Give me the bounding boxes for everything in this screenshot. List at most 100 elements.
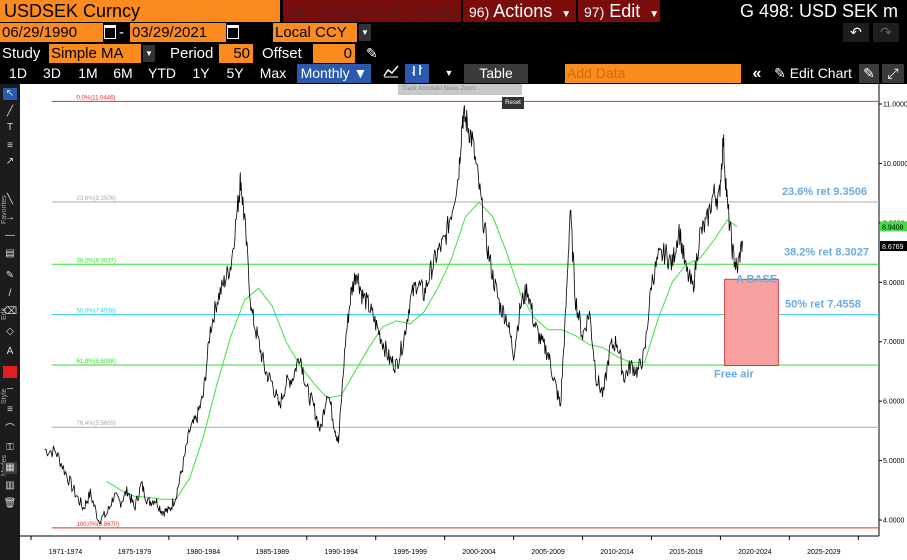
x-tick-label: 2000-2004: [462, 549, 496, 556]
price-chart[interactable]: 0.0%(11.0446) 23.6%(9.3506) 38.2%(8.3027) 5…: [20, 84, 907, 560]
add-data-input[interactable]: Add Data: [565, 64, 741, 83]
pencil-icon[interactable]: ✎: [366, 45, 378, 61]
title-bar: USDSEK Curncy 94) Suggested Charts 96) A…: [0, 0, 907, 22]
chart-mini-toolbar[interactable]: Track Annotate News Zoom: [398, 84, 522, 95]
chart-annotation: 38.2% ret 8.3027: [784, 246, 869, 258]
color-swatch-icon[interactable]: [3, 366, 17, 378]
font-icon[interactable]: A: [6, 346, 14, 357]
calendar-icon[interactable]: [227, 25, 239, 39]
range-1d-button[interactable]: 1D: [9, 65, 27, 81]
end-date-input[interactable]: 03/29/2021: [130, 23, 226, 42]
pencil-icon: ✎: [774, 65, 786, 81]
currency-select[interactable]: Local CCY: [273, 23, 357, 42]
x-tick-label: 1990-1994: [325, 549, 359, 556]
range-max-button[interactable]: Max: [259, 65, 287, 81]
chart-canvas[interactable]: 0.0%(11.0446) 23.6%(9.3506) 38.2%(8.3027) 5…: [20, 84, 907, 560]
suggested-charts-menu[interactable]: 94) Suggested Charts: [283, 0, 461, 22]
line-tool-icon[interactable]: ╲: [6, 194, 14, 205]
actions-menu[interactable]: 96) Actions ▼: [463, 0, 576, 22]
frequency-select[interactable]: Monthly ▼: [297, 64, 371, 83]
trend-line-icon[interactable]: ╱: [6, 106, 14, 117]
magnet-icon[interactable]: ⌒: [5, 424, 15, 435]
line-chart-icon[interactable]: [379, 64, 403, 83]
text-tool-icon[interactable]: T: [6, 122, 14, 133]
x-tick-label: 2025-2029: [807, 549, 841, 556]
ma-line: [106, 201, 738, 500]
security-ticker[interactable]: USDSEK Curncy: [0, 0, 280, 22]
chevron-down-icon[interactable]: ▼: [143, 45, 155, 62]
table-button[interactable]: Table: [464, 64, 528, 83]
eraser-icon[interactable]: ⌫: [3, 306, 18, 317]
delete-icon[interactable]: 🗑: [3, 498, 17, 509]
x-axis: 1971-1974 1975-1979 1980-1984 1985-1989 1990…: [49, 549, 841, 556]
forward-arrow-icon[interactable]: ↷: [873, 23, 899, 42]
y-axis: 4.00005.00006.00007.00008.00009.000010.0…: [879, 102, 907, 525]
y-tick-label: 5.0000: [883, 458, 905, 465]
fib-level-label: 76.4%(5.5609): [77, 421, 116, 427]
shape-icon[interactable]: ◇: [6, 326, 14, 337]
expand-icon[interactable]: ⤢: [882, 64, 904, 83]
y-tick-label: 6.0000: [883, 399, 905, 406]
triangle-down-icon: ▼: [353, 65, 368, 81]
range-6m-button[interactable]: 6M: [113, 65, 133, 81]
chevron-down-icon[interactable]: ▼: [359, 24, 371, 41]
period-input[interactable]: 50: [219, 44, 253, 63]
start-date-input[interactable]: 06/29/1990: [0, 23, 103, 42]
mode-grid-icon[interactable]: ▦: [3, 462, 17, 474]
study-label: Study: [2, 45, 41, 62]
y-tick-label: 4.0000: [883, 518, 905, 525]
line-style-icon[interactable]: ┄: [6, 384, 14, 395]
edit-menu[interactable]: 97) Edit ▼: [578, 0, 660, 22]
pen-tool-icon[interactable]: ✎: [5, 270, 15, 281]
fibonacci-icon[interactable]: ≡: [7, 140, 13, 151]
security-description: G 498: USD SEK m: [740, 1, 899, 21]
x-tick-label: 1975-1979: [118, 549, 152, 556]
x-tick-label: 2015-2019: [669, 549, 703, 556]
x-tick-label: 2020-2024: [738, 549, 772, 556]
y-tick-label: 10.0000: [883, 161, 907, 168]
line-width-icon[interactable]: ≡: [7, 404, 13, 415]
back-arrow-icon[interactable]: ↶: [843, 23, 869, 42]
ray-tool-icon[interactable]: →: [5, 212, 15, 223]
edit-square-icon[interactable]: ✎: [859, 64, 879, 83]
fib-level-label: 100.0%(3.8670): [77, 522, 120, 528]
date-range-bar: 06/29/1990 - 03/29/2021 Local CCY ▼ ↶ ↷: [0, 22, 907, 43]
reset-zoom-button[interactable]: Reset: [502, 97, 524, 109]
fib-level-label: 38.2%(8.3027): [77, 258, 116, 264]
frequency-label: Monthly: [300, 65, 350, 81]
brush-icon[interactable]: /: [8, 288, 12, 299]
date-separator: -: [119, 24, 124, 41]
chart-annotation: 23.6% ret 9.3506: [782, 186, 867, 198]
fib-level-label: 23.6%(9.3506): [77, 196, 116, 202]
last-price-label: 8.6769: [882, 244, 904, 251]
chevron-down-icon[interactable]: ▼: [444, 68, 454, 78]
x-tick-label: 2005-2009: [531, 549, 565, 556]
range-3d-button[interactable]: 3D: [43, 65, 61, 81]
calendar-icon[interactable]: [104, 25, 116, 39]
ma-value-label: 8.9408: [882, 224, 904, 231]
study-bar: Study Simple MA ▼ Period 50 Offset 0 ✎: [0, 43, 907, 63]
edit-chart-button[interactable]: ✎ Edit Chart: [770, 64, 856, 83]
arrow-tool-icon[interactable]: ↗: [5, 156, 15, 167]
mode-chart-icon[interactable]: ▥: [5, 480, 15, 491]
study-select[interactable]: Simple MA: [49, 44, 141, 63]
double-chevron-left-icon[interactable]: «: [752, 65, 762, 82]
target-box: [724, 278, 779, 366]
bar-chart-icon[interactable]: [405, 64, 429, 83]
moving-average-series: [106, 201, 738, 500]
range-1m-button[interactable]: 1M: [78, 65, 98, 81]
x-tick-label: 1995-1999: [393, 549, 427, 556]
suggested-charts-label: Suggested Charts: [314, 1, 459, 21]
cursor-icon[interactable]: ↖: [3, 88, 17, 100]
horizontal-line-icon[interactable]: ―: [5, 230, 15, 241]
x-tick-label: 1980-1984: [187, 549, 221, 556]
lock-icon[interactable]: ⚿: [6, 442, 14, 453]
offset-input[interactable]: 0: [313, 44, 355, 63]
range-ytd-button[interactable]: YTD: [148, 65, 176, 81]
range-5y-button[interactable]: 5Y: [226, 65, 244, 81]
fib-level-label: 0.0%(11.0446): [77, 95, 116, 101]
y-tick-label: 7.0000: [883, 339, 905, 346]
channel-icon[interactable]: ▤: [5, 248, 15, 259]
range-1y-button[interactable]: 1Y: [192, 65, 210, 81]
fib-level-label: 61.8%(6.6088): [77, 359, 116, 365]
